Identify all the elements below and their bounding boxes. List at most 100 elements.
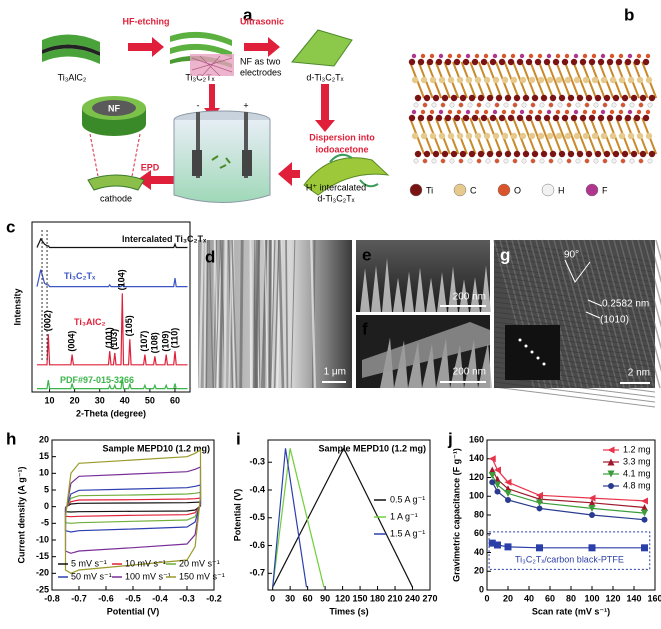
atom [576,150,584,158]
annotation: Sample MEPD10 (1.2 mg) [318,443,426,453]
atom [630,94,638,102]
texture [448,266,458,312]
marker [536,544,543,552]
atom [453,58,461,66]
plot-frame [267,439,431,591]
atom [414,94,422,102]
atom [611,102,617,108]
atom [441,94,449,102]
peak-label: (108) [149,332,159,353]
atom [438,53,444,59]
atom [555,76,563,84]
atom [618,109,624,115]
atom [588,114,596,122]
texture [290,239,296,389]
atom [645,76,653,84]
marker [641,504,648,511]
atom [531,94,539,102]
series-line [36,237,188,249]
legend-label: H [558,185,565,195]
atom [408,114,416,122]
atom [467,158,473,164]
series-line [64,448,202,574]
texture [478,342,492,388]
legend-swatch [409,183,423,197]
y-tick-label: 0 [479,584,484,594]
texture [542,362,546,366]
series-line [64,484,202,533]
atom [422,158,428,164]
atom [474,76,482,84]
atom [486,94,494,102]
atom [420,109,426,115]
atom [570,114,578,122]
atom [609,76,617,84]
atom [534,114,542,122]
y-tick-label: 20 [39,434,49,444]
atom [498,114,506,122]
bond [546,117,563,155]
atom [456,76,464,84]
atom [555,132,563,140]
atom [566,158,572,164]
bond [563,61,580,99]
atom [546,53,552,59]
atom [627,132,635,140]
x-tick-label: 180 [370,593,385,603]
atom [413,158,419,164]
atom [594,94,602,102]
atom [411,132,419,140]
microscopy-panels: d e f g 1 μm 200 nm 200 nm 2 nm 90° 0.2582 nm (101… [198,239,661,408]
marker [641,509,648,517]
legend-box [488,531,651,570]
atom [447,109,453,115]
atom [408,58,416,66]
atom [413,102,419,108]
texture [285,239,289,389]
atom [432,150,440,158]
atom [528,109,534,115]
legend-label: 20 mV s⁻¹ [179,558,220,568]
atom [522,150,530,158]
x-tick-label: 60 [170,395,180,405]
atom [642,58,650,66]
x-tick-label: 270 [422,593,437,603]
atom [636,109,642,115]
y-tick-label: -0.4 [249,484,265,494]
atom [582,132,590,140]
step-label: Ultrasonic [240,16,284,26]
scale-label: 1 μm [324,367,346,378]
atom [476,158,482,164]
texture [481,265,491,312]
epd-label: EPD [141,162,160,172]
atom [575,102,581,108]
marker [488,466,496,474]
atom [591,109,597,115]
atom [621,150,629,158]
y-tick-label: -25 [36,584,49,594]
atom [435,58,443,66]
flake-label: H⁺ intercalated [306,182,366,192]
marker [494,541,501,549]
x-tick-label: 0 [484,593,489,603]
atom [561,58,569,66]
atom [414,150,422,158]
atom [537,109,543,115]
atom [426,58,434,66]
atom [584,102,590,108]
series-line [272,446,414,588]
texture [371,265,381,312]
atom [567,94,575,102]
atom [638,102,644,108]
atom [450,94,458,102]
atom [609,132,617,140]
atom [582,109,588,115]
texture [607,239,649,389]
atom [411,76,419,84]
electrode-sign: + [243,100,248,110]
legend-label: Ti [426,185,433,195]
texture [493,311,656,333]
texture [459,279,469,312]
series-line [37,378,188,390]
sheet-stack [42,34,100,64]
